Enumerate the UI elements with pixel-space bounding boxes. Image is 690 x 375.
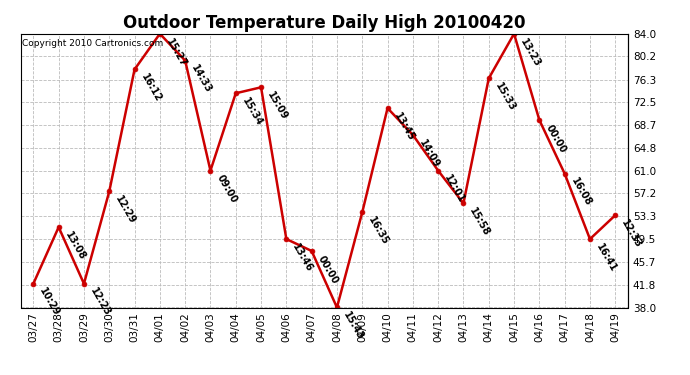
Text: 00:00: 00:00	[544, 123, 568, 154]
Text: 00:00: 00:00	[316, 254, 340, 286]
Text: 15:43: 15:43	[341, 310, 365, 342]
Text: 13:23: 13:23	[518, 36, 542, 68]
Text: 12:23: 12:23	[88, 286, 112, 318]
Text: 15:34: 15:34	[240, 96, 264, 128]
Text: 12:01: 12:01	[442, 173, 466, 205]
Text: 13:46: 13:46	[290, 242, 315, 274]
Text: 09:00: 09:00	[215, 173, 239, 205]
Text: 16:12: 16:12	[139, 72, 163, 104]
Text: 13:08: 13:08	[63, 230, 87, 262]
Title: Outdoor Temperature Daily High 20100420: Outdoor Temperature Daily High 20100420	[123, 14, 526, 32]
Text: 16:08: 16:08	[569, 176, 593, 209]
Text: 15:09: 15:09	[265, 90, 289, 122]
Text: 12:29: 12:29	[113, 194, 137, 226]
Text: 14:33: 14:33	[189, 63, 213, 95]
Text: 16:41: 16:41	[594, 242, 618, 274]
Text: 14:09: 14:09	[417, 138, 441, 170]
Text: 16:35: 16:35	[366, 215, 391, 247]
Text: 15:33: 15:33	[493, 81, 517, 113]
Text: 10:29: 10:29	[37, 286, 61, 318]
Text: 12:33: 12:33	[620, 218, 644, 250]
Text: Copyright 2010 Cartronics.com: Copyright 2010 Cartronics.com	[22, 39, 163, 48]
Text: 13:45: 13:45	[392, 111, 416, 143]
Text: 15:27: 15:27	[164, 36, 188, 68]
Text: 15:58: 15:58	[468, 206, 492, 238]
